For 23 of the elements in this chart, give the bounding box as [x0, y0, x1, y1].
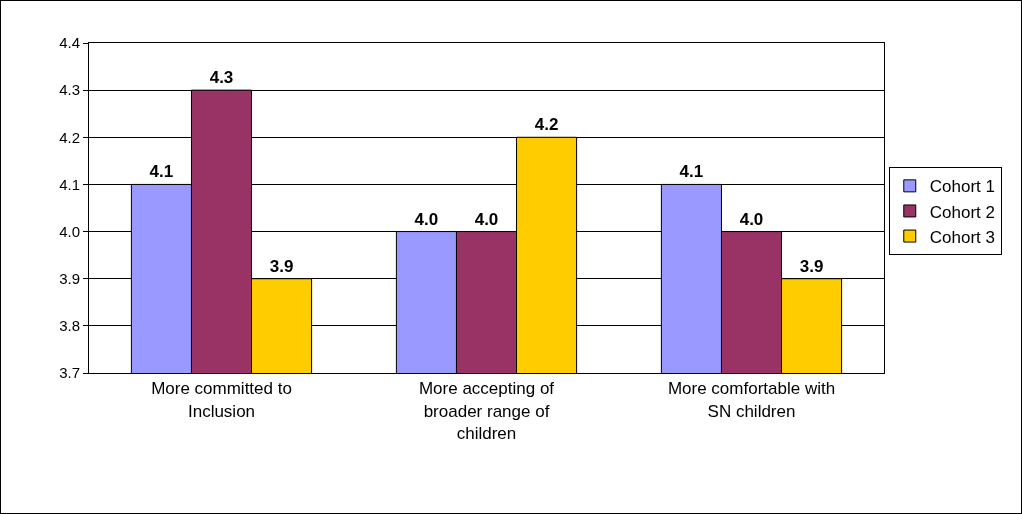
x-tick-label: More committed to Inclusion	[151, 379, 292, 421]
data-label: 4.0	[414, 209, 439, 229]
data-label: 4.0	[739, 209, 764, 229]
y-tick-label: 4.3	[59, 81, 80, 99]
y-tick-label: 4.2	[59, 128, 80, 146]
legend-label: Cohort 1	[929, 177, 995, 197]
y-tick-label: 4.1	[59, 175, 80, 193]
data-label: 4.2	[534, 115, 559, 135]
x-tick-label: More comfortable with SN children	[667, 379, 836, 421]
legend-label: Cohort 3	[929, 227, 995, 247]
data-label: 4.1	[149, 162, 174, 182]
y-tick-label: 3.9	[59, 269, 80, 287]
y-tick-label: 3.7	[59, 364, 80, 382]
data-label: 3.9	[799, 256, 824, 276]
legend-label: Cohort 2	[929, 202, 995, 222]
x-tick-label: More accepting of broader range of children	[418, 379, 555, 443]
data-label: 4.0	[474, 209, 499, 229]
y-tick-label: 4.0	[59, 222, 80, 240]
data-label: 4.1	[679, 162, 704, 182]
y-tick-label: 3.8	[59, 317, 80, 335]
data-label: 3.9	[269, 256, 294, 276]
y-tick-label: 4.4	[59, 34, 80, 52]
data-label: 4.3	[209, 68, 234, 88]
